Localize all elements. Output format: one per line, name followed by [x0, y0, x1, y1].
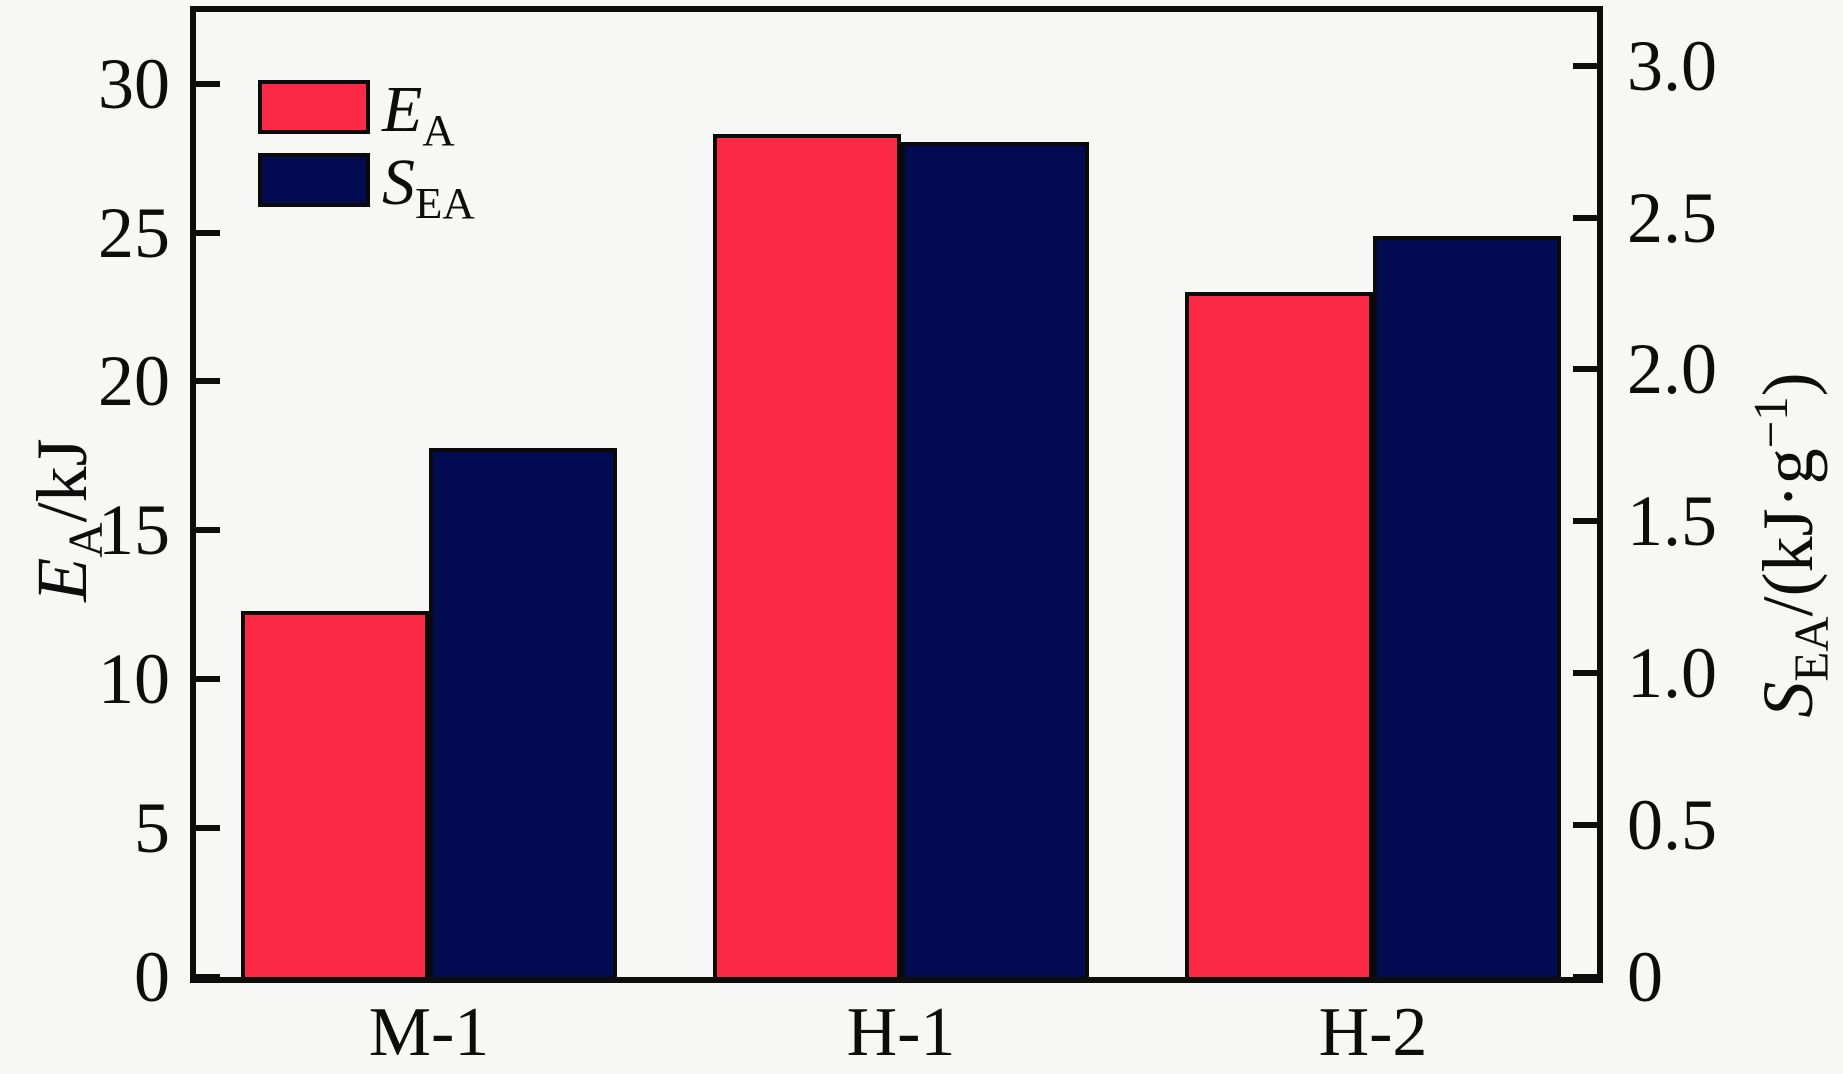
bar-s_ea-h-2: [1373, 236, 1561, 977]
bar-s_ea-h-1: [901, 142, 1089, 977]
left-axis-tick-label-10: 10: [98, 639, 170, 720]
right-axis-tick-label-1.0: 1.0: [1627, 633, 1717, 714]
right-axis-tick-0.5: [1573, 822, 1597, 829]
left-axis-tick-label-25: 25: [98, 192, 170, 273]
left-axis-tick-5: [196, 825, 220, 832]
right-axis-tick-label-3.0: 3.0: [1627, 25, 1717, 106]
left-axis-tick-label-20: 20: [98, 341, 170, 422]
right-axis-title: SEA/(kJ·g−1): [1743, 372, 1838, 717]
right-axis-tick-label-0: 0: [1627, 937, 1663, 1017]
legend-ea-subscript: A: [422, 105, 455, 156]
legend-label-sea: SEA: [382, 143, 475, 226]
right-axis-title-close: ): [1748, 372, 1828, 397]
right-axis-tick-1.5: [1573, 518, 1597, 525]
legend-ea-symbol: E: [382, 73, 423, 146]
legend-label-ea: EA: [382, 70, 455, 153]
right-axis-tick-label-0.5: 0.5: [1627, 785, 1717, 866]
left-axis-tick-25: [196, 229, 220, 236]
left-axis-tick-label-30: 30: [98, 43, 170, 124]
right-axis-tick-label-2.5: 2.5: [1627, 177, 1717, 258]
left-axis-tick-10: [196, 676, 220, 683]
right-axis-tick-2.0: [1573, 366, 1597, 373]
left-axis-tick-label-5: 5: [134, 788, 170, 869]
bar-e_a-m-1: [241, 611, 429, 977]
plot-area: EA SEA: [190, 6, 1603, 983]
x-axis-category-label-m-1: M-1: [368, 994, 490, 1071]
right-axis-title-subscript: EA: [1783, 616, 1839, 682]
legend-sea-symbol: S: [382, 146, 415, 219]
right-axis-title-units: /(kJ·g: [1748, 448, 1828, 617]
right-axis-tick-1.0: [1573, 670, 1597, 677]
legend-sea-subscript: EA: [415, 178, 475, 229]
right-axis-tick-label-2.0: 2.0: [1627, 329, 1717, 410]
left-axis-tick-0: [196, 974, 220, 980]
bar-e_a-h-1: [713, 134, 901, 977]
right-axis-tick-label-1.5: 1.5: [1627, 481, 1717, 562]
left-axis-tick-30: [196, 80, 220, 87]
x-axis-category-label-h-1: H-1: [846, 994, 956, 1071]
right-axis-title-symbol: S: [1748, 681, 1828, 718]
right-axis-title-exponent: −1: [1743, 396, 1798, 449]
left-axis-tick-15: [196, 527, 220, 534]
x-axis-category-label-h-2: H-2: [1318, 994, 1428, 1071]
left-axis-tick-20: [196, 378, 220, 385]
right-axis-tick-3.0: [1573, 62, 1597, 69]
left-axis-tick-label-15: 15: [98, 490, 170, 571]
legend-swatch-sea: [258, 153, 370, 207]
left-axis-tick-label-0: 0: [134, 937, 170, 1017]
right-axis-tick-0: [1573, 974, 1597, 980]
bar-e_a-h-2: [1185, 292, 1373, 977]
legend-swatch-ea: [258, 80, 370, 134]
right-axis-tick-2.5: [1573, 214, 1597, 221]
bar-s_ea-m-1: [429, 448, 617, 977]
